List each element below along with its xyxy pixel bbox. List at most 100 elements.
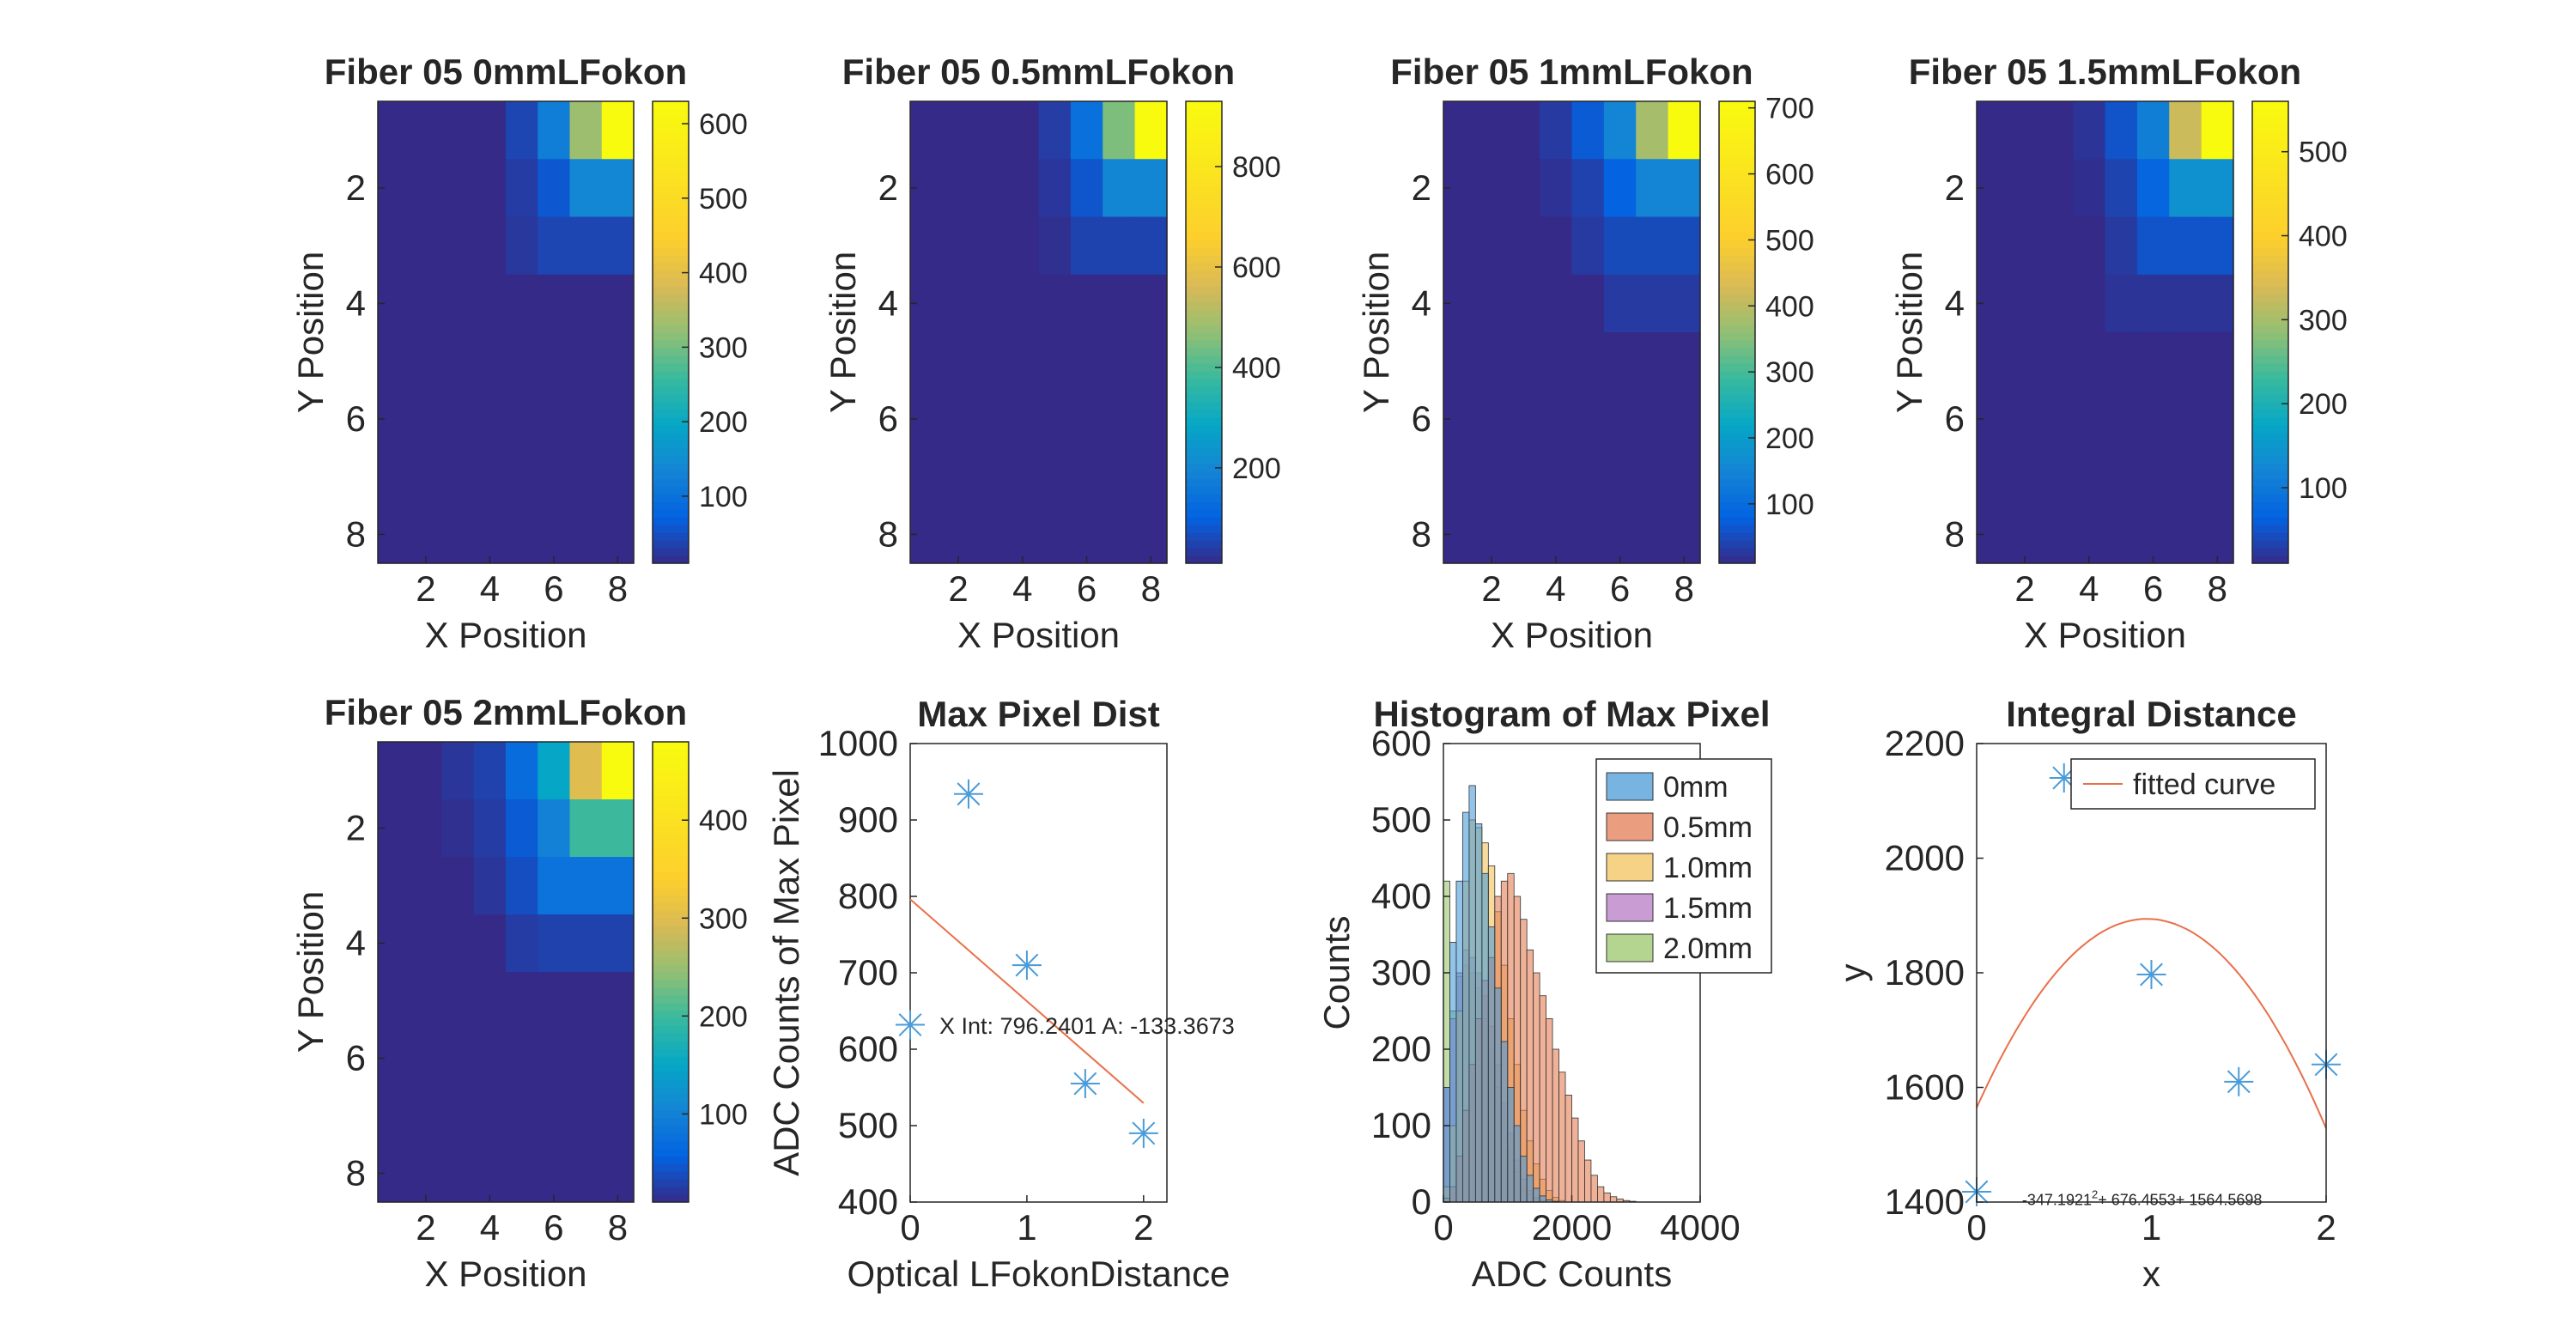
colorbar-segment	[653, 532, 689, 541]
heatmap-cell	[441, 1029, 475, 1088]
histogram-bar	[1526, 949, 1534, 1203]
heatmap-cell	[2169, 505, 2202, 564]
colorbar-segment	[1186, 362, 1222, 372]
colorbar-segment	[2252, 263, 2288, 271]
heatmap-cell	[441, 159, 475, 218]
colorbar-segment	[2252, 193, 2288, 203]
colorbar-segment	[1719, 401, 1755, 410]
y-tick-label: 6	[346, 398, 366, 439]
data-point	[1128, 1118, 1158, 1148]
colorbar-segment	[1719, 355, 1755, 364]
legend-label: 0.5mm	[1663, 811, 1753, 844]
colorbar-segment	[653, 803, 689, 811]
colorbar-segment	[653, 232, 689, 240]
heatmap-cell	[538, 914, 571, 973]
heatmap-cell	[569, 447, 603, 507]
colorbar-segment	[1186, 386, 1222, 395]
colorbar-segment	[653, 742, 689, 750]
x-tick-label: 8	[608, 1207, 628, 1248]
heatmap-cell	[1103, 332, 1136, 391]
x-tick-label: 4	[1012, 568, 1032, 609]
colorbar-segment	[653, 216, 689, 226]
heatmap-cell	[2040, 274, 2074, 333]
colorbar-segment	[653, 871, 689, 881]
heatmap-cell	[538, 799, 571, 858]
colorbar-segment	[2252, 401, 2288, 410]
data-point	[2224, 1066, 2254, 1096]
colorbar-segment	[1719, 501, 1755, 510]
heatmap-cell	[1668, 390, 1701, 449]
heatmap-cell	[1070, 274, 1103, 333]
colorbar-segment	[653, 1163, 689, 1172]
y-tick-label: 4	[1945, 282, 1965, 323]
heatmap-cell	[601, 274, 635, 333]
colorbar-segment	[653, 1025, 689, 1035]
heatmap-cell	[1134, 216, 1168, 276]
heatmap-cell	[1103, 447, 1136, 507]
heatmap-cell	[410, 1145, 443, 1203]
colorbar-segment	[2252, 332, 2288, 341]
legend-swatch	[1606, 933, 1654, 962]
heatmap-cell	[942, 159, 975, 218]
y-axis-label: Y Position	[290, 252, 331, 413]
histogram-bar	[1526, 1175, 1534, 1203]
heatmap-cell	[538, 216, 571, 276]
colorbar-segment	[653, 811, 689, 819]
colorbar-segment	[1719, 463, 1755, 471]
heatmap-cell	[1668, 274, 1701, 333]
colorbar-segment	[1719, 540, 1755, 549]
heatmap-cell	[974, 332, 1007, 391]
heatmap-cell	[1475, 390, 1509, 449]
colorbar-segment	[1186, 556, 1222, 564]
colorbar-segment	[653, 147, 689, 156]
heatmap-cell	[974, 274, 1007, 333]
colorbar-segment	[1186, 309, 1222, 318]
colorbar-segment	[1719, 532, 1755, 541]
colorbar-frame	[1718, 100, 1756, 564]
heatmap-cell	[601, 332, 635, 391]
colorbar-segment	[653, 455, 689, 465]
heatmap-cell	[1006, 505, 1040, 564]
heatmap-cell	[2073, 390, 2106, 449]
heatmap-cell	[2169, 447, 2202, 507]
heatmap-cell	[1038, 390, 1072, 449]
x-tick-label: 6	[1610, 568, 1630, 609]
histogram-bar	[1443, 1087, 1450, 1203]
heatmap-cell	[1443, 216, 1476, 276]
colorbar-segment	[653, 1094, 689, 1103]
heatmap-cell	[974, 505, 1007, 564]
heatmap-cell	[473, 159, 507, 218]
data-point	[2136, 960, 2166, 990]
heatmap-cell	[1540, 447, 1573, 507]
x-axis-label: X Position	[957, 615, 1120, 655]
heatmap-cell	[2040, 332, 2074, 391]
heatmap-cell	[1134, 505, 1168, 564]
heatmap-2mm: Fiber 05 2mmLFokon 2 4 6 8 2 4 6 8 X Position Y Po…	[290, 692, 748, 1294]
colorbar-segment	[1186, 193, 1222, 203]
heatmap-cell	[1571, 159, 1605, 218]
colorbar-segment	[1719, 386, 1755, 395]
colorbar-tick-label: 200	[1232, 452, 1281, 485]
heatmap-cell	[2105, 505, 2138, 564]
colorbar-segment	[1719, 278, 1755, 287]
heatmap-cell	[2169, 274, 2202, 333]
colorbar-segment	[2252, 139, 2288, 149]
histogram-bar	[1481, 872, 1489, 1203]
colorbar-segment	[653, 1140, 689, 1150]
colorbar-segment	[653, 1048, 689, 1057]
heatmap-cell	[473, 742, 507, 800]
colorbar-segment	[1719, 263, 1755, 271]
heatmap-cell	[2008, 159, 2042, 218]
colorbar-segment	[653, 424, 689, 434]
colorbar-segment	[653, 1194, 689, 1203]
colorbar-segment	[1719, 309, 1755, 318]
heatmap-cell	[569, 1087, 603, 1145]
colorbar-segment	[2252, 455, 2288, 465]
y-tick-label: 2200	[1885, 723, 1965, 763]
heatmap-cell	[1540, 274, 1573, 333]
heatmap-cell	[410, 1087, 443, 1145]
heatmap-cell	[2201, 332, 2234, 391]
data-point	[953, 779, 983, 809]
colorbar-segment	[653, 193, 689, 203]
heatmap-cell	[2105, 101, 2138, 160]
